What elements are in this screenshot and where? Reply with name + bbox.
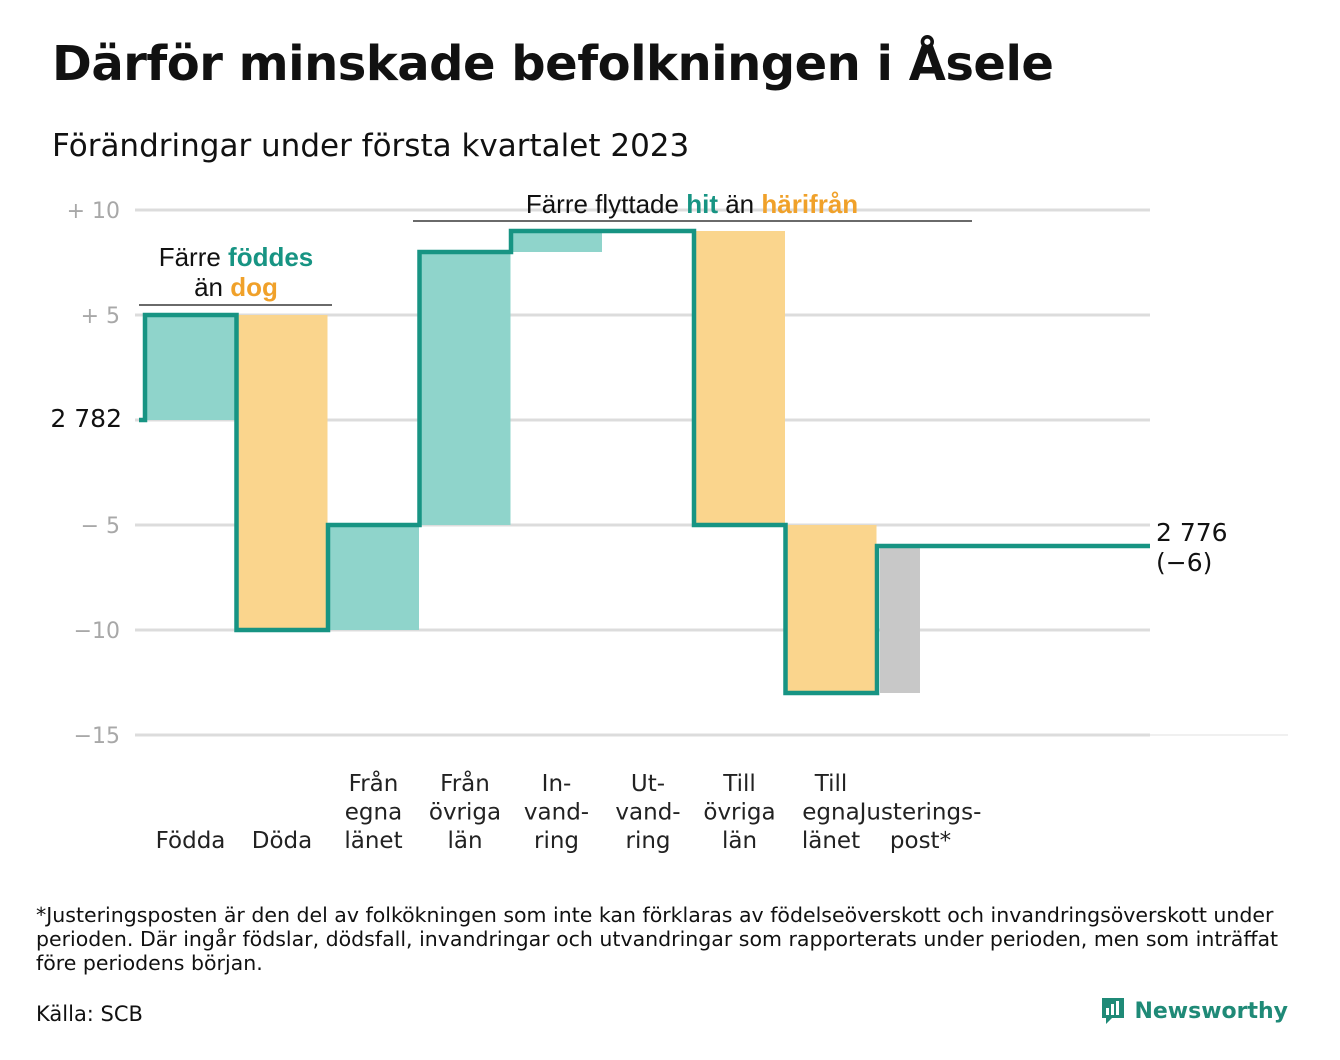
annotation-births-line1: Färre föddes [159,242,314,272]
category-label: post* [890,828,951,854]
category-label: Till [722,771,756,797]
category-label: In- [542,771,572,797]
y-axis-ticks: + 10 + 5 − 5 −10 −15 [67,199,120,749]
annotation-migration: Färre flyttade hit än härifrån [526,189,858,219]
category-label: länet [344,828,402,854]
chart-subtitle: Förändringar under första kvartalet 2023 [52,128,690,164]
bar [511,231,602,252]
y-tick-label: −15 [74,724,120,749]
category-label: ring [625,828,670,854]
bar-chart-speech-bubble-icon [1102,998,1125,1024]
category-label: Döda [252,828,312,854]
bar [419,252,511,525]
end-change-label: (−6) [1156,548,1212,577]
y-tick-label: −10 [74,619,120,644]
category-label: Justerings- [858,800,982,826]
category-label: Från [349,769,399,797]
category-label: län [447,828,482,854]
category-label: vand- [615,800,680,826]
start-population-label: 2 782 [50,404,122,433]
bar [236,315,328,630]
brand-name: Newsworthy [1134,998,1288,1024]
bar [785,525,877,693]
y-tick-label: + 5 [81,304,120,329]
y-tick-label: − 5 [81,514,120,539]
x-axis-categories: Födda DödaFrånegnalänetFrånövrigalänIn-va… [156,769,982,854]
waterfall-chart: + 10+ 5− 5−10−15 Födda DödaFrånegnalänetF… [50,189,1288,854]
bar [145,315,236,420]
category-label: övriga [429,800,501,826]
category-label: Ut- [631,771,665,797]
population-step-line [139,228,1150,696]
category-label: egna [802,800,859,826]
category-label: ring [534,828,579,854]
end-population-label: 2 776 [1156,518,1228,547]
source-label: Källa: SCB [36,1002,143,1026]
annotation-births-line2: än dog [194,272,278,302]
category-label: Från [440,769,490,797]
bar [328,525,419,630]
footnote: *Justeringsposten är den del av folkökni… [36,903,1279,975]
bar-group [145,231,920,693]
brand-logo: Newsworthy [1100,996,1288,1026]
bar [880,546,920,693]
category-label: vand- [524,800,589,826]
y-tick-label: + 10 [67,199,120,224]
category-label: övriga [703,800,775,826]
category-label: egna [345,800,402,826]
category-label: län [722,828,757,854]
category-label: länet [802,828,860,854]
bar [694,231,785,525]
category-label: Födda [156,828,226,854]
chart-title: Därför minskade befolkningen i Åsele [52,36,1054,92]
category-label: Till [814,771,848,797]
